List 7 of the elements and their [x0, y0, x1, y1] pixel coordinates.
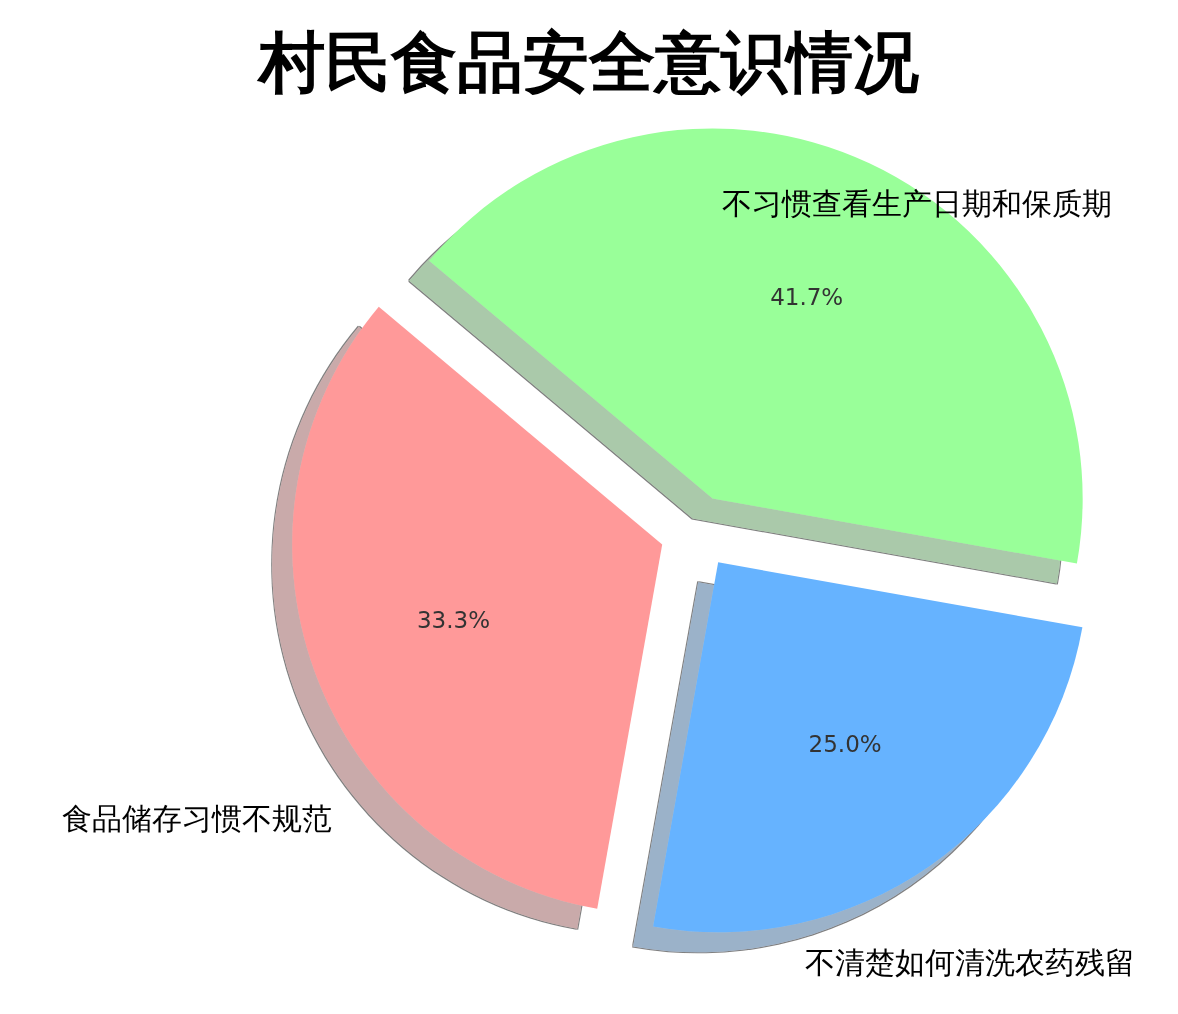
- data-label: 41.7%: [770, 284, 844, 311]
- data-label: 25.0%: [808, 731, 882, 758]
- slice-label: 食品储存习惯不规范: [62, 800, 332, 836]
- slice-label: 不习惯查看生产日期和保质期: [722, 185, 1112, 221]
- slice-label: 不清楚如何清洗农药残留: [805, 944, 1135, 980]
- chart-title: 村民食品安全意识情况: [256, 23, 919, 101]
- data-label: 33.3%: [416, 607, 491, 634]
